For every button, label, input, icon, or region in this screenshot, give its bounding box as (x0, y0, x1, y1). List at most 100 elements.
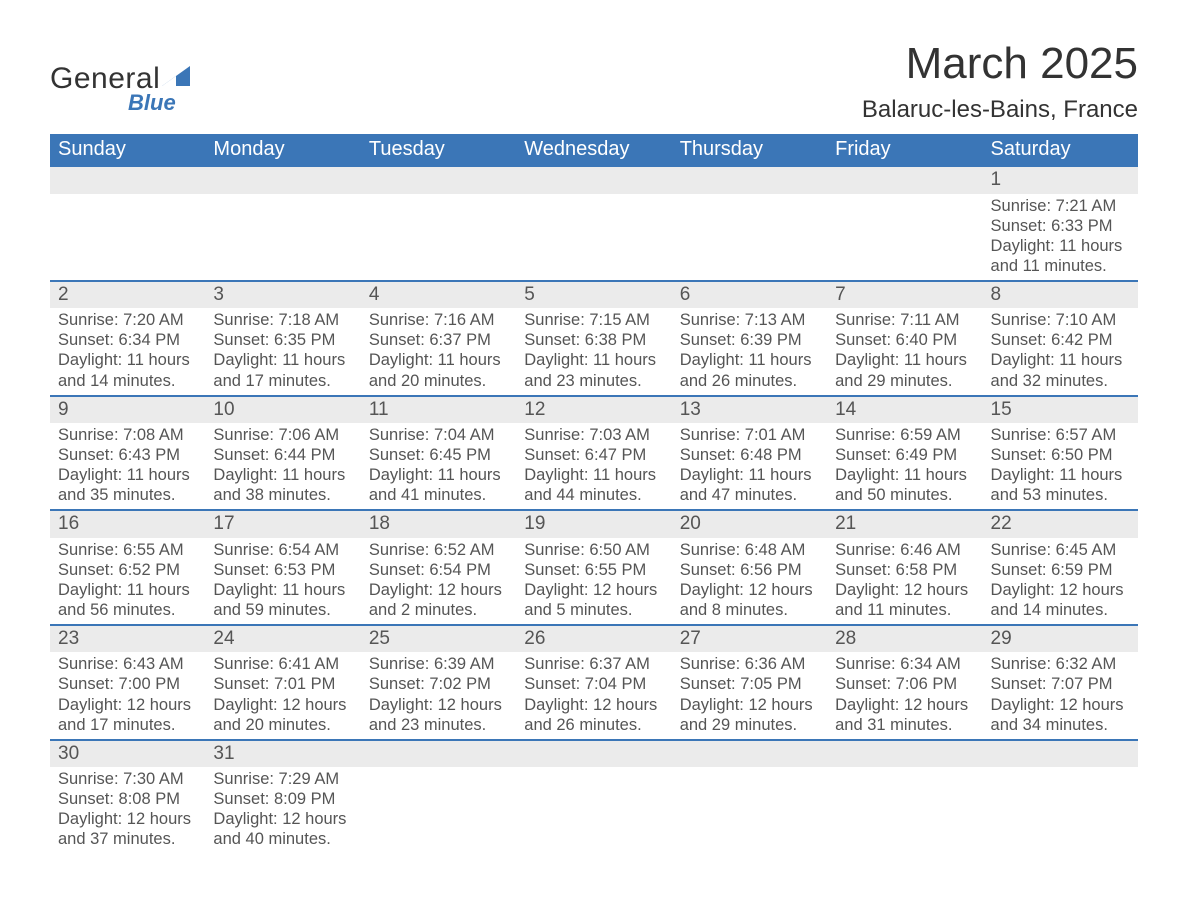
day-header: Monday (205, 134, 360, 167)
dl1-text: Daylight: 12 hours (213, 809, 352, 829)
sunrise-text: Sunrise: 7:16 AM (369, 310, 508, 330)
day-data-cell: Sunrise: 6:54 AMSunset: 6:53 PMDaylight:… (205, 538, 360, 626)
sunrise-text: Sunrise: 6:45 AM (991, 540, 1130, 560)
day-header: Sunday (50, 134, 205, 167)
day-number-cell: 14 (827, 396, 982, 423)
dl2-text: and 47 minutes. (680, 485, 819, 505)
sunset-text: Sunset: 6:40 PM (835, 330, 974, 350)
header: General Blue March 2025 Balaruc-les-Bain… (50, 40, 1138, 124)
day-number-row: 2345678 (50, 281, 1138, 308)
sunrise-text: Sunrise: 7:13 AM (680, 310, 819, 330)
sunset-text: Sunset: 6:47 PM (524, 445, 663, 465)
day-data-cell: Sunrise: 7:03 AMSunset: 6:47 PMDaylight:… (516, 423, 671, 511)
dl2-text: and 20 minutes. (369, 371, 508, 391)
dl1-text: Daylight: 12 hours (835, 580, 974, 600)
day-number-cell: 2 (50, 281, 205, 308)
sunrise-text: Sunrise: 6:37 AM (524, 654, 663, 674)
sunset-text: Sunset: 8:09 PM (213, 789, 352, 809)
sunrise-text: Sunrise: 6:32 AM (991, 654, 1130, 674)
sunset-text: Sunset: 7:06 PM (835, 674, 974, 694)
sunset-text: Sunset: 8:08 PM (58, 789, 197, 809)
day-number-cell: 15 (983, 396, 1138, 423)
day-number-cell: 21 (827, 510, 982, 537)
day-data-cell: Sunrise: 7:15 AMSunset: 6:38 PMDaylight:… (516, 308, 671, 396)
day-number-cell: 13 (672, 396, 827, 423)
day-data-cell: Sunrise: 6:43 AMSunset: 7:00 PMDaylight:… (50, 652, 205, 740)
day-data-cell (361, 194, 516, 282)
calendar-table: Sunday Monday Tuesday Wednesday Thursday… (50, 134, 1138, 853)
day-data-cell: Sunrise: 6:52 AMSunset: 6:54 PMDaylight:… (361, 538, 516, 626)
dl2-text: and 14 minutes. (58, 371, 197, 391)
day-number-row: 3031 (50, 740, 1138, 767)
day-data-row: Sunrise: 7:30 AMSunset: 8:08 PMDaylight:… (50, 767, 1138, 854)
day-data-cell: Sunrise: 7:18 AMSunset: 6:35 PMDaylight:… (205, 308, 360, 396)
day-data-cell: Sunrise: 7:29 AMSunset: 8:09 PMDaylight:… (205, 767, 360, 854)
dl2-text: and 17 minutes. (58, 715, 197, 735)
page-title: March 2025 (862, 40, 1138, 88)
sunrise-text: Sunrise: 7:10 AM (991, 310, 1130, 330)
day-number-cell: 17 (205, 510, 360, 537)
sunset-text: Sunset: 6:53 PM (213, 560, 352, 580)
dl2-text: and 14 minutes. (991, 600, 1130, 620)
dl1-text: Daylight: 12 hours (991, 580, 1130, 600)
dl1-text: Daylight: 11 hours (58, 465, 197, 485)
dl1-text: Daylight: 11 hours (524, 465, 663, 485)
dl2-text: and 5 minutes. (524, 600, 663, 620)
sunset-text: Sunset: 6:50 PM (991, 445, 1130, 465)
day-data-cell: Sunrise: 7:06 AMSunset: 6:44 PMDaylight:… (205, 423, 360, 511)
day-number-cell (983, 740, 1138, 767)
dl1-text: Daylight: 11 hours (991, 236, 1130, 256)
dl1-text: Daylight: 11 hours (835, 465, 974, 485)
day-number-cell: 9 (50, 396, 205, 423)
day-number-cell: 3 (205, 281, 360, 308)
sunset-text: Sunset: 6:43 PM (58, 445, 197, 465)
day-data-cell: Sunrise: 6:57 AMSunset: 6:50 PMDaylight:… (983, 423, 1138, 511)
dl2-text: and 2 minutes. (369, 600, 508, 620)
day-data-cell (672, 767, 827, 854)
day-number-cell: 4 (361, 281, 516, 308)
dl1-text: Daylight: 12 hours (58, 809, 197, 829)
dl2-text: and 17 minutes. (213, 371, 352, 391)
sunrise-text: Sunrise: 7:04 AM (369, 425, 508, 445)
sunrise-text: Sunrise: 7:08 AM (58, 425, 197, 445)
sunset-text: Sunset: 6:39 PM (680, 330, 819, 350)
day-data-row: Sunrise: 6:55 AMSunset: 6:52 PMDaylight:… (50, 538, 1138, 626)
sunset-text: Sunset: 7:02 PM (369, 674, 508, 694)
day-data-cell (516, 767, 671, 854)
sunrise-text: Sunrise: 6:52 AM (369, 540, 508, 560)
sunset-text: Sunset: 6:44 PM (213, 445, 352, 465)
sunrise-text: Sunrise: 6:59 AM (835, 425, 974, 445)
sunrise-text: Sunrise: 7:29 AM (213, 769, 352, 789)
calendar-page: General Blue March 2025 Balaruc-les-Bain… (0, 0, 1188, 893)
day-data-cell: Sunrise: 6:46 AMSunset: 6:58 PMDaylight:… (827, 538, 982, 626)
dl2-text: and 26 minutes. (680, 371, 819, 391)
sunset-text: Sunset: 6:34 PM (58, 330, 197, 350)
dl2-text: and 44 minutes. (524, 485, 663, 505)
day-number-cell: 28 (827, 625, 982, 652)
day-data-cell: Sunrise: 7:13 AMSunset: 6:39 PMDaylight:… (672, 308, 827, 396)
day-data-cell: Sunrise: 7:21 AMSunset: 6:33 PMDaylight:… (983, 194, 1138, 282)
day-data-cell: Sunrise: 6:59 AMSunset: 6:49 PMDaylight:… (827, 423, 982, 511)
dl2-text: and 38 minutes. (213, 485, 352, 505)
day-data-cell: Sunrise: 6:39 AMSunset: 7:02 PMDaylight:… (361, 652, 516, 740)
dl2-text: and 50 minutes. (835, 485, 974, 505)
dl1-text: Daylight: 12 hours (524, 580, 663, 600)
dl2-text: and 26 minutes. (524, 715, 663, 735)
dl1-text: Daylight: 11 hours (991, 465, 1130, 485)
sunset-text: Sunset: 6:52 PM (58, 560, 197, 580)
day-data-cell (983, 767, 1138, 854)
dl1-text: Daylight: 12 hours (369, 695, 508, 715)
sunset-text: Sunset: 6:33 PM (991, 216, 1130, 236)
dl2-text: and 29 minutes. (680, 715, 819, 735)
day-number-cell (50, 167, 205, 193)
day-data-cell: Sunrise: 7:30 AMSunset: 8:08 PMDaylight:… (50, 767, 205, 854)
sunset-text: Sunset: 6:42 PM (991, 330, 1130, 350)
sunset-text: Sunset: 6:37 PM (369, 330, 508, 350)
day-number-cell: 30 (50, 740, 205, 767)
day-number-cell (516, 167, 671, 193)
dl1-text: Daylight: 11 hours (524, 350, 663, 370)
title-block: March 2025 Balaruc-les-Bains, France (862, 40, 1138, 124)
sunrise-text: Sunrise: 6:46 AM (835, 540, 974, 560)
sunset-text: Sunset: 6:58 PM (835, 560, 974, 580)
location-label: Balaruc-les-Bains, France (862, 96, 1138, 124)
